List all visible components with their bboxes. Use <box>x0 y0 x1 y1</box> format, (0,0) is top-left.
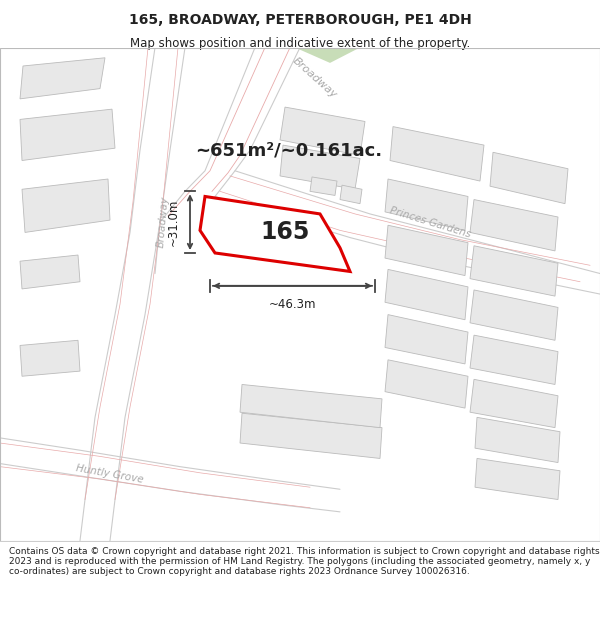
Text: Broadway: Broadway <box>291 56 339 101</box>
Text: ~651m²/~0.161ac.: ~651m²/~0.161ac. <box>195 141 382 159</box>
Polygon shape <box>470 290 558 340</box>
Polygon shape <box>470 199 558 251</box>
Polygon shape <box>385 360 468 408</box>
Polygon shape <box>200 196 350 271</box>
Polygon shape <box>22 179 110 232</box>
Polygon shape <box>20 109 115 161</box>
Text: ~31.0m: ~31.0m <box>167 199 180 246</box>
Polygon shape <box>385 225 468 276</box>
Text: Huntly Grove: Huntly Grove <box>76 463 145 485</box>
Text: Contains OS data © Crown copyright and database right 2021. This information is : Contains OS data © Crown copyright and d… <box>9 546 599 576</box>
Polygon shape <box>340 185 362 204</box>
Polygon shape <box>240 413 382 459</box>
Polygon shape <box>20 340 80 376</box>
Polygon shape <box>385 314 468 364</box>
Polygon shape <box>470 379 558 428</box>
Text: Map shows position and indicative extent of the property.: Map shows position and indicative extent… <box>130 37 470 50</box>
Polygon shape <box>385 269 468 320</box>
Polygon shape <box>470 335 558 384</box>
Text: ~46.3m: ~46.3m <box>269 298 316 311</box>
Polygon shape <box>470 246 558 296</box>
Polygon shape <box>295 48 360 63</box>
Text: Broadway: Broadway <box>156 196 170 248</box>
Polygon shape <box>280 145 360 189</box>
Polygon shape <box>280 107 365 156</box>
Polygon shape <box>490 152 568 204</box>
Text: 165: 165 <box>260 221 310 244</box>
Polygon shape <box>20 58 105 99</box>
Polygon shape <box>390 127 484 181</box>
Text: 165, BROADWAY, PETERBOROUGH, PE1 4DH: 165, BROADWAY, PETERBOROUGH, PE1 4DH <box>128 13 472 28</box>
Polygon shape <box>385 179 468 231</box>
Text: Princes Gardens: Princes Gardens <box>388 205 472 239</box>
Polygon shape <box>475 418 560 462</box>
Polygon shape <box>240 384 382 428</box>
Polygon shape <box>310 177 337 196</box>
Polygon shape <box>20 255 80 289</box>
Polygon shape <box>475 459 560 499</box>
